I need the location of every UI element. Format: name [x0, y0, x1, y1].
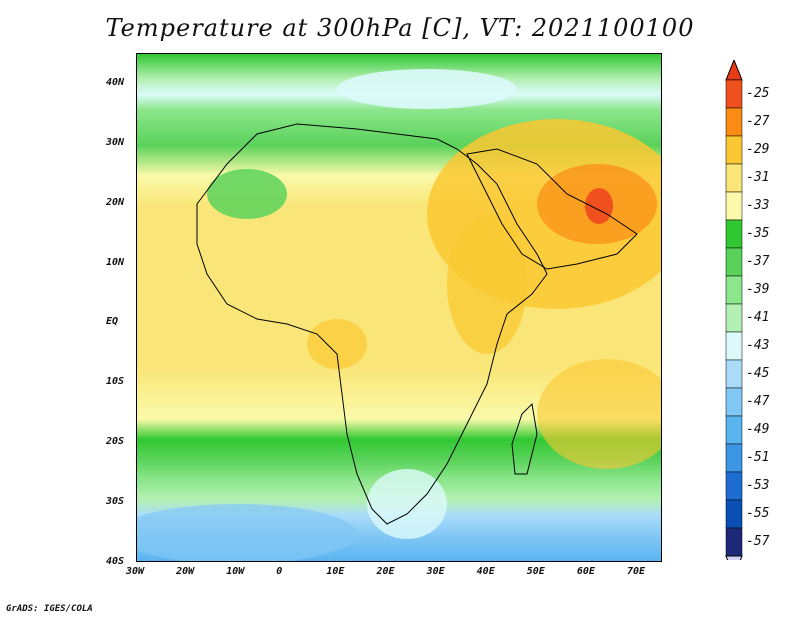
x-tick-label: 60E [576, 566, 595, 577]
cool-region-mediterranean [337, 69, 517, 109]
cold-region-south-atlantic [137, 504, 357, 561]
madagascar-coastline [511, 402, 538, 475]
y-tick-label: 20S [106, 436, 125, 448]
colorbar-swatch [725, 359, 743, 389]
arabia-coastline [466, 148, 638, 270]
colorbar-label: -47 [746, 394, 770, 409]
y-tick-label: EQ [106, 316, 119, 328]
x-tick-label: 10E [326, 566, 345, 577]
y-tick-label: 30N [106, 136, 125, 148]
x-tick-label: 70E [626, 566, 645, 577]
colorbar-swatch [725, 471, 743, 501]
colorbar-swatch [725, 443, 743, 473]
map-canvas [137, 54, 661, 561]
colorbar-swatch [725, 219, 743, 249]
y-tick-label: 40S [106, 556, 125, 567]
colorbar-swatch [725, 415, 743, 445]
x-tick-label: 30E [426, 566, 445, 577]
africa-coastline [196, 123, 548, 525]
warm-spot-arabia [585, 188, 613, 224]
x-tick-label: 20W [176, 566, 195, 577]
x-tick-label: 0 [276, 566, 283, 577]
colorbar-label: -49 [746, 422, 770, 437]
y-tick-label: 40N [106, 76, 125, 88]
colorbar-swatch [725, 275, 743, 305]
colorbar-swatch [725, 247, 743, 277]
warm-region-congo [307, 319, 367, 369]
colorbar-label: -39 [746, 282, 770, 297]
colorbar-label: -43 [746, 338, 770, 353]
y-tick-label: 10S [106, 376, 125, 388]
colorbar-swatch [725, 331, 743, 361]
colorbar-label: -45 [746, 366, 770, 381]
colorbar-label: -29 [746, 142, 770, 157]
colorbar-label: -35 [746, 226, 770, 241]
colorbar-label: -25 [746, 86, 770, 101]
y-tick-label: 20N [106, 196, 125, 208]
colorbar-label: -37 [746, 254, 770, 269]
colorbar-swatches [725, 58, 743, 578]
colorbar-swatch [725, 107, 743, 137]
colorbar-top-arrow [725, 58, 743, 81]
colorbar-label: -53 [746, 478, 770, 493]
x-tick-label: 20E [376, 566, 395, 577]
warm-region-east-africa [447, 214, 527, 354]
cool-region-southern-africa [367, 469, 447, 539]
colorbar-label: -33 [746, 198, 770, 213]
x-tick-label: 10W [226, 566, 245, 577]
colorbar-swatch [725, 499, 743, 529]
colorbar-swatch [725, 135, 743, 165]
y-tick-label: 30S [106, 496, 125, 508]
colorbar-swatch [725, 303, 743, 333]
colorbar-label: -55 [746, 506, 770, 521]
colorbar-label: -51 [746, 450, 770, 465]
colorbar-swatch [725, 527, 743, 557]
colorbar-label: -41 [746, 310, 770, 325]
map-plot-area [136, 53, 662, 562]
colorbar-swatch [725, 163, 743, 193]
x-tick-label: 30W [126, 566, 145, 577]
colorbar-label: -31 [746, 170, 770, 185]
colorbar-swatch [725, 79, 743, 109]
y-tick-label: 10N [106, 256, 125, 268]
footer-credit: GrADS: IGES/COLA [6, 604, 93, 614]
colorbar-label: -27 [746, 114, 770, 129]
map-title: Temperature at 300hPa [C], VT: 202110010… [105, 14, 695, 42]
cool-region-sahara [207, 169, 287, 219]
x-tick-label: 40E [476, 566, 495, 577]
colorbar-swatch [725, 191, 743, 221]
colorbar-bottom-arrow [725, 555, 743, 578]
colorbar: -25 -27 -29 -31 -33 -35 -37 -39 -41 -43 -45 -47 -49 -… [719, 58, 779, 578]
colorbar-label: -57 [746, 534, 770, 549]
colorbar-swatch [725, 387, 743, 417]
warm-region-indian-ocean [537, 359, 661, 469]
x-tick-label: 50E [526, 566, 545, 577]
